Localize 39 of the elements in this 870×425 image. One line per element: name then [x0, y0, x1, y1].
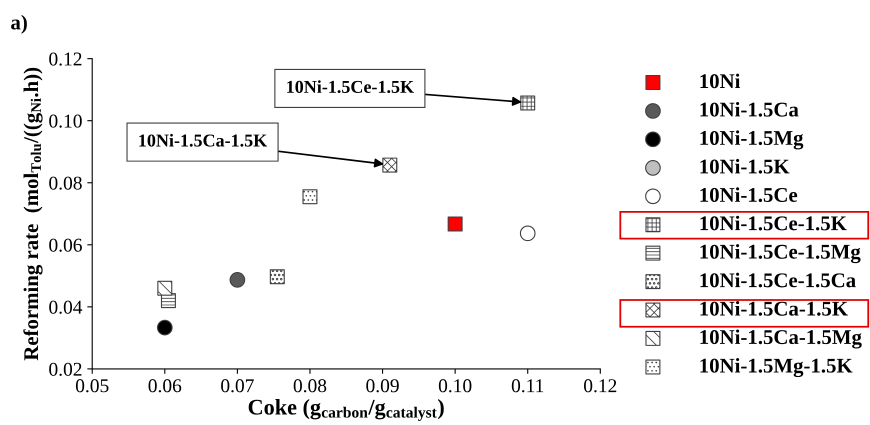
- point: [382, 158, 398, 173]
- y-tick-label: 0.10: [49, 114, 82, 128]
- legend-label: 10Ni-1.5Mg-1.5K: [700, 358, 853, 378]
- point: [520, 225, 536, 242]
- point: [302, 189, 318, 204]
- chart-title: a): [11, 14, 27, 34]
- y-tick-label: 0.04: [49, 300, 82, 314]
- x-tick-label: 0.05: [76, 379, 108, 392]
- legend-label: 10Ni-1.5Ca-1.5Mg: [700, 329, 862, 349]
- legend-label: 10Ni-1.5Ce-1.5Ca: [700, 272, 856, 288]
- x-tick-label: 0.06: [148, 379, 182, 392]
- y-tick-label: 0.12: [49, 52, 82, 66]
- x-tick-label: 0.08: [294, 379, 326, 392]
- x-tick-label: 0.09: [366, 379, 399, 392]
- x-tick-label: 0.10: [438, 379, 472, 392]
- point: [270, 269, 285, 284]
- point: [448, 216, 463, 232]
- y-axis-title: Reforming rate (mol$_{Tolu}$/((g$_{Ni}$.h)): [23, 68, 43, 360]
- y-tick-label: 0.02: [49, 362, 82, 376]
- legend-label: 10Ni-1.5Ce-1.5K: [700, 216, 847, 230]
- annotation: 10Ni-1.5Ce-1.5K: [287, 80, 414, 94]
- y-tick-label: 0.06: [49, 238, 82, 252]
- y-tick-label: 0.08: [49, 176, 82, 190]
- point: [230, 272, 246, 288]
- x-tick-label: 0.11: [512, 379, 544, 392]
- legend-label: 10Ni-1.5Ca-1.5K: [700, 301, 848, 316]
- x-tick-label: 0.07: [221, 379, 254, 392]
- point: [520, 96, 536, 111]
- x-tick-label: 0.12: [584, 379, 616, 392]
- legend-label: 10Ni: [700, 74, 740, 88]
- point: [156, 320, 173, 336]
- point: [157, 280, 172, 296]
- legend-label: 10Ni-1.5Ca: [700, 102, 799, 117]
- legend-label: 10Ni-1.5K: [700, 158, 790, 174]
- annotation: 10Ni-1.5Ca-1.5K: [139, 134, 268, 147]
- legend-label: 10Ni-1.5Ce: [700, 187, 798, 202]
- x-axis-title: Coke (g$_{carbon}$/g$_{catalyst}$): [248, 399, 444, 421]
- legend-label: 10Ni-1.5Mg: [700, 130, 804, 150]
- legend-label: 10Ni-1.5Ce-1.5Mg: [700, 244, 861, 264]
